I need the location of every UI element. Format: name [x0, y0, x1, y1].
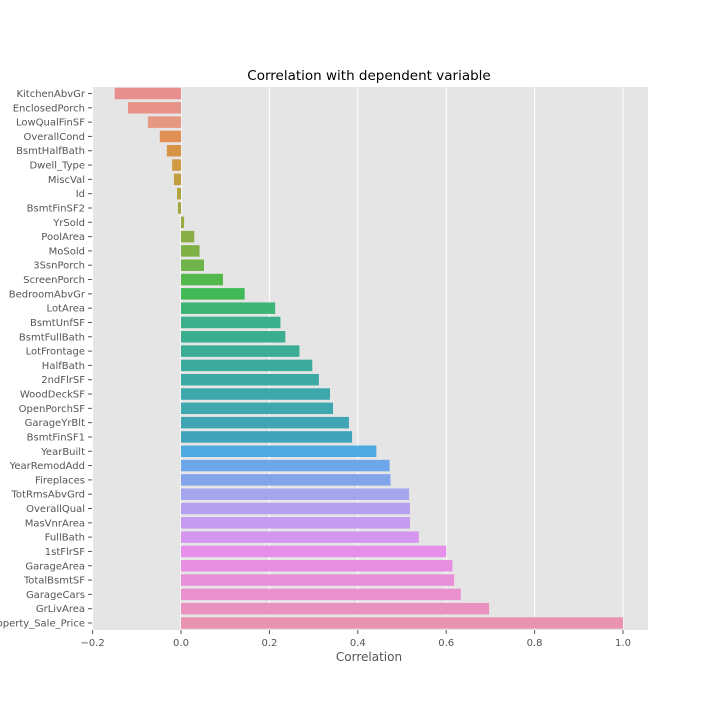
y-tick-label: 2ndFlrSF [41, 375, 85, 386]
bar [181, 245, 200, 257]
bar [181, 474, 391, 486]
bars [114, 87, 623, 629]
bar [181, 502, 410, 515]
bar [181, 459, 390, 472]
bar [181, 602, 490, 615]
y-tick-label: FullBath [45, 533, 85, 544]
y-tick-label: KitchenAbvGr [16, 89, 85, 100]
y-tick-label: MasVnrArea [25, 518, 85, 529]
bar [114, 87, 181, 100]
bar [173, 173, 181, 186]
bar [181, 359, 313, 372]
x-tick-label: 0.0 [173, 638, 189, 649]
x-tick-label: 0.4 [350, 638, 366, 649]
y-tick-label: WoodDeckSF [20, 390, 85, 401]
bar [181, 388, 330, 400]
y-tick-label: ScreenPorch [23, 275, 85, 286]
bar [177, 187, 181, 200]
y-tick-label: OverallCond [23, 132, 85, 143]
bar [181, 416, 349, 429]
bar [181, 230, 195, 243]
y-tick-label: GarageArea [25, 561, 85, 572]
y-tick-label: Property_Sale_Price [0, 619, 85, 630]
bar [181, 445, 377, 458]
bar [181, 574, 455, 586]
bar [181, 560, 453, 572]
y-tick-label: PoolArea [41, 232, 85, 243]
y-tick-label: TotalBsmtSF [23, 576, 85, 587]
x-tick-label: 0.8 [527, 638, 543, 649]
x-tick-labels: −0.2 0.0 0.2 0.4 0.6 0.8 1.0 [80, 630, 631, 649]
bar [181, 402, 334, 415]
y-tick-label: OpenPorchSF [19, 404, 86, 415]
bar [181, 517, 410, 529]
y-tick-label: GarageCars [26, 590, 85, 601]
bar [181, 331, 286, 343]
y-tick-label: YearBuilt [40, 447, 85, 458]
chart-title: Correlation with dependent variable [247, 68, 490, 84]
bar [181, 431, 353, 443]
y-tick-label: MoSold [49, 246, 85, 257]
y-tick-labels: KitchenAbvGr EnclosedPorch LowQualFinSF Ove… [0, 89, 92, 630]
bar [181, 588, 461, 601]
bar [127, 102, 181, 114]
y-tick-label: Dwell_Type [29, 161, 85, 172]
bar [181, 273, 223, 286]
y-tick-label: LotArea [47, 304, 85, 315]
bar [181, 216, 185, 229]
y-tick-label: EnclosedPorch [13, 103, 85, 114]
bar [181, 617, 623, 629]
y-tick-label: BsmtFinSF1 [27, 432, 85, 443]
bar [181, 373, 319, 386]
y-tick-label: OverallQual [26, 504, 85, 515]
bar [166, 144, 181, 157]
y-tick-label: 3SsnPorch [33, 261, 85, 272]
bar [159, 130, 181, 143]
bar [177, 202, 181, 214]
bar [181, 302, 276, 314]
bar [181, 488, 410, 500]
bar [147, 116, 181, 128]
x-tick-label: 0.6 [438, 638, 454, 649]
bar [181, 545, 447, 558]
y-tick-label: BsmtFullBath [19, 332, 85, 343]
y-tick-label: BsmtUnfSF [30, 318, 85, 329]
y-tick-label: GrLivArea [36, 604, 85, 615]
bar [172, 159, 181, 171]
bar [181, 259, 204, 271]
bar [181, 288, 245, 300]
y-tick-label: BsmtHalfBath [16, 146, 85, 157]
x-tick-label: 1.0 [615, 638, 631, 649]
x-tick-label: 0.2 [261, 638, 277, 649]
y-tick-label: LotFrontage [26, 347, 85, 358]
bar [181, 316, 281, 329]
x-axis-label: Correlation [336, 650, 402, 664]
y-tick-label: LowQualFinSF [16, 118, 85, 129]
y-tick-label: YrSold [52, 218, 85, 229]
y-tick-label: TotRmsAbvGrd [11, 490, 86, 501]
y-tick-label: BsmtFinSF2 [27, 203, 85, 214]
x-tick-label: −0.2 [80, 638, 104, 649]
y-tick-label: Id [76, 189, 85, 200]
y-tick-label: BedroomAbvGr [9, 289, 86, 300]
bar [181, 345, 300, 357]
y-tick-label: YearRemodAdd [9, 461, 85, 472]
y-tick-label: Fireplaces [35, 475, 85, 486]
y-tick-label: 1stFlrSF [45, 547, 85, 558]
bar [181, 531, 419, 543]
y-tick-label: MiscVal [48, 175, 85, 186]
y-tick-label: GarageYrBlt [25, 418, 85, 429]
y-tick-label: HalfBath [42, 361, 85, 372]
